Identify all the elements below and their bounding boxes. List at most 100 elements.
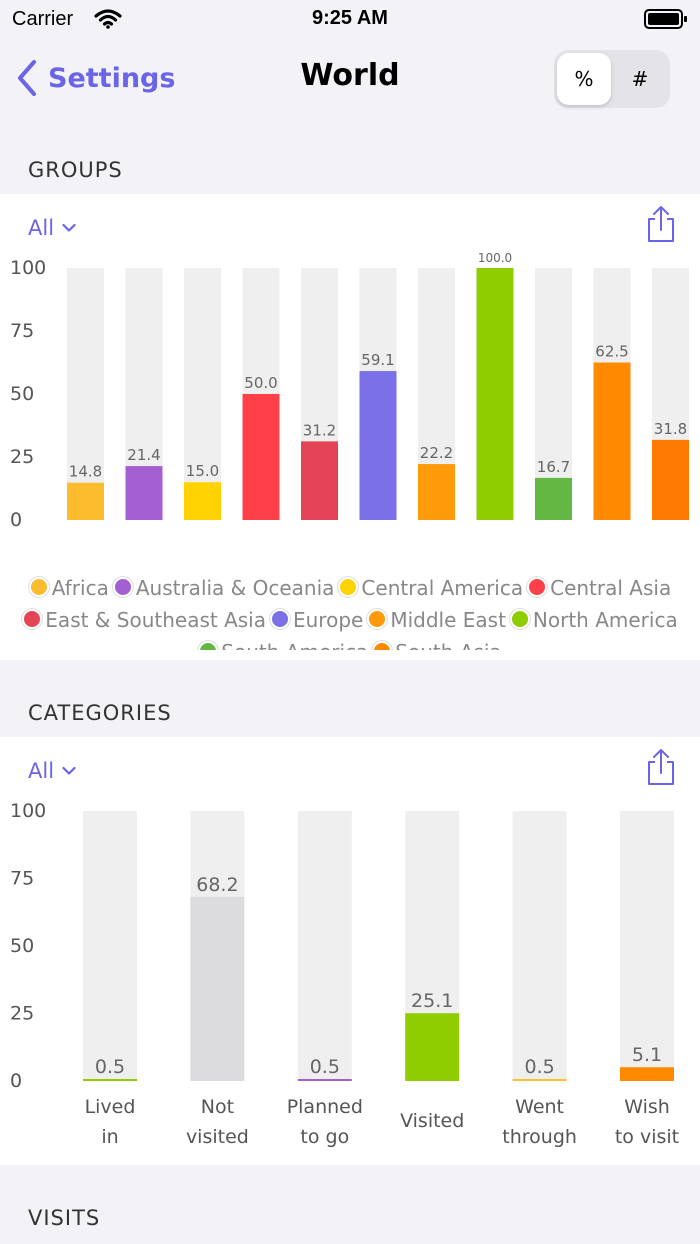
groups-card: All 100 75 50 25 0 14.8 21.4 15.0 50.0 31.2 59.1 22… <box>0 194 700 660</box>
bar-track <box>83 811 137 1081</box>
data-label: 14.8 <box>69 463 102 481</box>
visits-section-header: VISITS <box>28 1206 101 1230</box>
categories-filter-dropdown[interactable]: All <box>28 759 76 783</box>
segment-count[interactable]: # <box>631 67 649 91</box>
legend-item[interactable]: East & Southeast Asia <box>22 604 266 636</box>
data-label: 31.2 <box>303 421 336 439</box>
bar[interactable] <box>418 464 455 520</box>
y-tick-label: 50 <box>10 935 34 957</box>
legend-dot-icon <box>509 609 530 629</box>
data-label: 0.5 <box>95 1056 125 1078</box>
bar[interactable] <box>405 1013 460 1081</box>
page-title: World <box>300 58 400 93</box>
bar-track <box>297 811 352 1081</box>
legend-label: Central America <box>361 576 524 600</box>
groups-share-icon[interactable] <box>644 204 678 244</box>
chevron-left-icon <box>18 60 36 96</box>
bar[interactable] <box>359 371 397 520</box>
legend-item[interactable]: Central Asia <box>527 572 671 604</box>
bar[interactable] <box>67 482 104 520</box>
legend-dot-icon <box>527 577 548 597</box>
x-tick-label: Visited <box>400 1110 464 1132</box>
legend-item[interactable]: South America <box>198 636 368 650</box>
legend-item[interactable]: Australia & Oceania <box>112 572 335 604</box>
data-label: 100.0 <box>478 251 512 265</box>
data-label: 5.1 <box>632 1044 662 1066</box>
segment-percent[interactable]: % <box>557 53 611 105</box>
x-tick-label: Went <box>515 1096 564 1118</box>
x-tick-label: visited <box>186 1126 249 1148</box>
data-label: 68.2 <box>196 874 238 896</box>
data-label: 0.5 <box>310 1056 340 1078</box>
bar[interactable] <box>512 1079 567 1081</box>
legend-label: South Asia <box>395 640 501 650</box>
bar[interactable] <box>476 268 514 520</box>
bar[interactable] <box>297 1079 352 1081</box>
y-tick-label: 75 <box>10 320 34 342</box>
x-tick-label: in <box>101 1126 118 1148</box>
groups-filter-label: All <box>28 216 55 240</box>
data-label: 16.7 <box>537 458 570 476</box>
data-label: 59.1 <box>361 351 394 369</box>
categories-section-header: CATEGORIES <box>28 701 172 725</box>
back-button-label: Settings <box>48 62 176 94</box>
legend-item[interactable]: Europe <box>269 604 363 636</box>
data-label: 0.5 <box>524 1056 554 1078</box>
y-tick-label: 50 <box>10 383 34 405</box>
data-label: 25.1 <box>411 990 453 1012</box>
y-tick-label: 0 <box>10 509 22 531</box>
data-label: 31.8 <box>654 420 687 438</box>
back-button[interactable]: Settings <box>16 58 175 98</box>
legend-dot-icon <box>112 577 133 597</box>
carrier-label: Carrier <box>12 8 74 30</box>
legend-item[interactable]: Middle East <box>367 604 506 636</box>
bar[interactable] <box>83 1079 137 1081</box>
bar[interactable] <box>125 466 163 520</box>
legend-item[interactable]: North America <box>509 604 678 636</box>
legend-dot-icon <box>269 609 290 629</box>
categories-share-icon[interactable] <box>644 747 678 787</box>
bar[interactable] <box>184 482 221 520</box>
y-tick-label: 25 <box>10 446 34 468</box>
legend-label: South America <box>221 640 368 650</box>
wifi-icon <box>94 9 122 33</box>
bar[interactable] <box>301 441 338 520</box>
battery-icon <box>644 8 688 34</box>
bar[interactable] <box>593 362 631 521</box>
data-label: 62.5 <box>595 343 628 361</box>
legend-item[interactable]: Africa <box>28 572 109 604</box>
groups-bar-chart: 100 75 50 25 0 14.8 21.4 15.0 50.0 31.2 59.1 22.2 10… <box>10 251 689 531</box>
data-label: 15.0 <box>186 462 219 480</box>
data-label: 21.4 <box>127 446 160 464</box>
legend-label: Africa <box>51 576 109 600</box>
chevron-down-icon <box>62 223 76 232</box>
bar-track <box>184 268 221 520</box>
legend-label: Middle East <box>390 608 506 632</box>
legend-dot-icon <box>372 641 393 650</box>
bar[interactable] <box>190 896 245 1081</box>
x-tick-label: to visit <box>615 1126 679 1148</box>
bar[interactable] <box>535 477 572 520</box>
data-label: 22.2 <box>420 444 453 462</box>
y-tick-label: 75 <box>10 868 34 890</box>
bar-track <box>620 811 674 1081</box>
legend-label: East & Southeast Asia <box>45 608 266 632</box>
y-tick-label: 100 <box>10 257 46 279</box>
groups-legend: Africa Australia & Oceania Central America… <box>0 572 700 650</box>
chevron-down-icon <box>62 766 76 775</box>
x-tick-label: Not <box>201 1096 234 1118</box>
legend-label: Australia & Oceania <box>135 576 335 600</box>
groups-filter-dropdown[interactable]: All <box>28 216 76 240</box>
legend-label: Central Asia <box>550 576 672 600</box>
data-label: 50.0 <box>244 374 277 392</box>
legend-item[interactable]: Central America <box>338 572 523 604</box>
mode-segmented-control: % # <box>554 50 670 108</box>
bar[interactable] <box>652 439 689 520</box>
x-tick-label: Lived <box>85 1096 136 1118</box>
legend-item[interactable]: South Asia <box>372 636 502 650</box>
categories-card: All 100 75 50 25 0 0.5 Lived in 68.2 Not visited 0.… <box>0 737 700 1165</box>
bar[interactable] <box>242 394 280 520</box>
bar[interactable] <box>620 1067 674 1081</box>
y-tick-label: 100 <box>10 800 46 822</box>
x-tick-label: Wish <box>624 1096 670 1118</box>
